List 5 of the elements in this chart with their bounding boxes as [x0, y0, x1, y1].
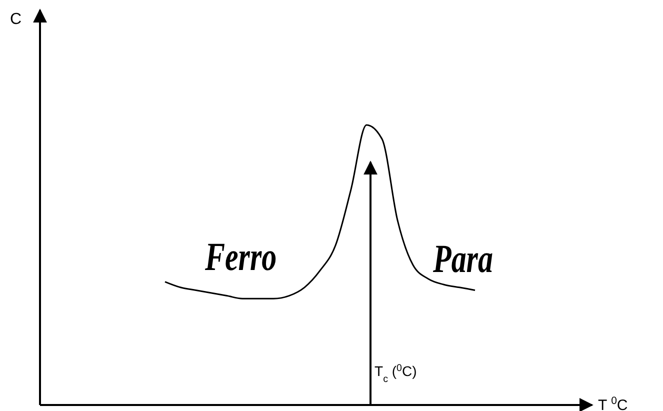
text: T $^{0}$C [598, 395, 628, 411]
annotation: T$_{c}$ ($^{0}$C) [374, 362, 417, 384]
annotation: Ferro [204, 234, 277, 280]
text: C [10, 11, 22, 28]
annotation: Para [432, 236, 493, 282]
